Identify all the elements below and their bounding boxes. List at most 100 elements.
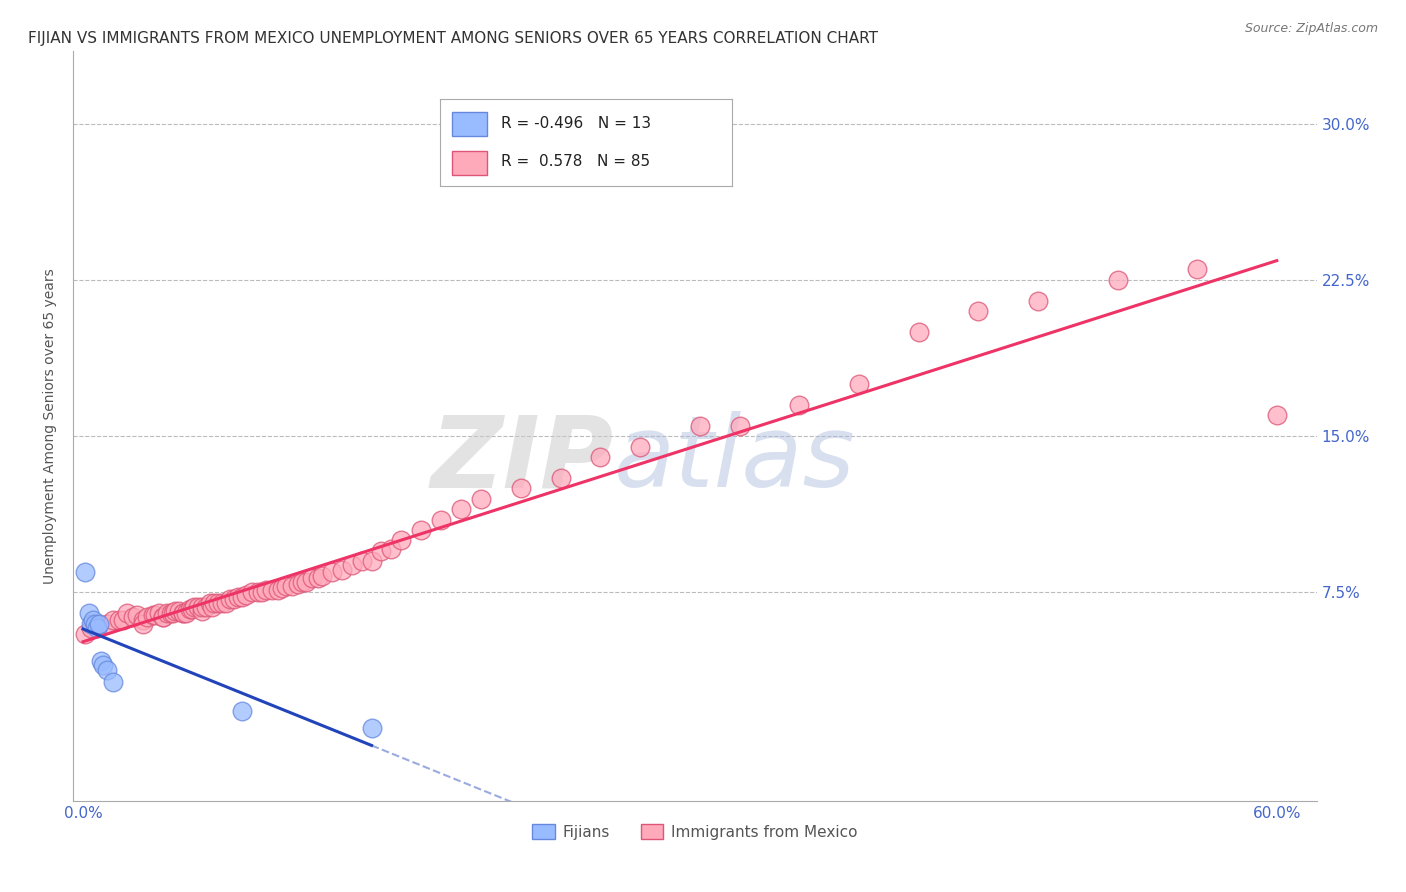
- Point: [162, 607, 184, 621]
- Point: [247, 585, 270, 599]
- Point: [226, 590, 249, 604]
- Point: [330, 563, 353, 577]
- Point: [77, 607, 100, 621]
- Point: [340, 558, 363, 573]
- Point: [1026, 293, 1049, 308]
- Point: [295, 575, 318, 590]
- Point: [86, 621, 108, 635]
- Point: [96, 663, 118, 677]
- Point: [87, 616, 110, 631]
- Point: [509, 481, 531, 495]
- Point: [274, 579, 297, 593]
- Point: [787, 398, 810, 412]
- Point: [172, 607, 194, 621]
- Text: ZIP: ZIP: [432, 411, 614, 508]
- Point: [159, 607, 181, 621]
- Point: [370, 544, 392, 558]
- Point: [84, 616, 107, 631]
- Point: [155, 607, 177, 621]
- Point: [191, 600, 214, 615]
- Point: [550, 471, 572, 485]
- Point: [132, 613, 155, 627]
- Point: [90, 654, 112, 668]
- Point: [287, 577, 309, 591]
- Point: [176, 607, 198, 621]
- Y-axis label: Unemployment Among Seniors over 65 years: Unemployment Among Seniors over 65 years: [44, 268, 58, 583]
- Point: [179, 602, 201, 616]
- Point: [907, 325, 929, 339]
- Point: [211, 596, 233, 610]
- Point: [215, 596, 238, 610]
- Point: [1107, 273, 1129, 287]
- Point: [728, 418, 751, 433]
- Point: [450, 502, 472, 516]
- Point: [240, 585, 263, 599]
- Legend: Fijians, Immigrants from Mexico: Fijians, Immigrants from Mexico: [526, 818, 863, 846]
- Point: [360, 721, 382, 735]
- Point: [202, 596, 225, 610]
- Point: [350, 554, 373, 568]
- Point: [235, 588, 257, 602]
- Point: [271, 582, 294, 596]
- Point: [152, 610, 174, 624]
- Point: [187, 600, 209, 615]
- Point: [82, 613, 104, 627]
- Point: [91, 658, 114, 673]
- Point: [201, 600, 224, 615]
- Point: [207, 596, 229, 610]
- Point: [1185, 262, 1208, 277]
- Point: [311, 569, 333, 583]
- Point: [219, 591, 242, 606]
- Point: [281, 579, 304, 593]
- Point: [260, 583, 283, 598]
- Point: [200, 596, 222, 610]
- Point: [848, 377, 870, 392]
- Point: [628, 440, 651, 454]
- Point: [301, 571, 323, 585]
- Point: [360, 554, 382, 568]
- Point: [967, 304, 990, 318]
- Point: [152, 610, 174, 624]
- Point: [1265, 409, 1288, 423]
- Point: [389, 533, 412, 548]
- Text: atlas: atlas: [614, 411, 856, 508]
- Point: [254, 583, 277, 598]
- Point: [183, 600, 205, 615]
- Point: [115, 607, 138, 621]
- Point: [73, 627, 96, 641]
- Point: [143, 608, 166, 623]
- Point: [80, 621, 103, 635]
- Point: [108, 613, 131, 627]
- Point: [291, 575, 314, 590]
- Text: FIJIAN VS IMMIGRANTS FROM MEXICO UNEMPLOYMENT AMONG SENIORS OVER 65 YEARS CORREL: FIJIAN VS IMMIGRANTS FROM MEXICO UNEMPLO…: [28, 31, 879, 46]
- Point: [101, 675, 124, 690]
- Point: [142, 608, 165, 623]
- Point: [430, 512, 453, 526]
- Point: [224, 591, 246, 606]
- Point: [380, 541, 402, 556]
- Point: [135, 610, 157, 624]
- Point: [125, 608, 148, 623]
- Text: Source: ZipAtlas.com: Source: ZipAtlas.com: [1244, 22, 1378, 36]
- Point: [231, 590, 253, 604]
- Point: [267, 583, 290, 598]
- Point: [689, 418, 711, 433]
- Point: [132, 616, 155, 631]
- Point: [191, 604, 214, 618]
- Point: [321, 565, 343, 579]
- Point: [181, 602, 204, 616]
- Point: [167, 604, 190, 618]
- Point: [307, 571, 329, 585]
- Point: [96, 616, 118, 631]
- Point: [111, 613, 134, 627]
- Point: [250, 585, 273, 599]
- Point: [231, 704, 253, 718]
- Point: [589, 450, 612, 464]
- Point: [470, 491, 492, 506]
- Point: [148, 607, 170, 621]
- Point: [80, 616, 103, 631]
- Point: [121, 610, 143, 624]
- Point: [195, 600, 218, 615]
- Point: [411, 523, 433, 537]
- Point: [101, 613, 124, 627]
